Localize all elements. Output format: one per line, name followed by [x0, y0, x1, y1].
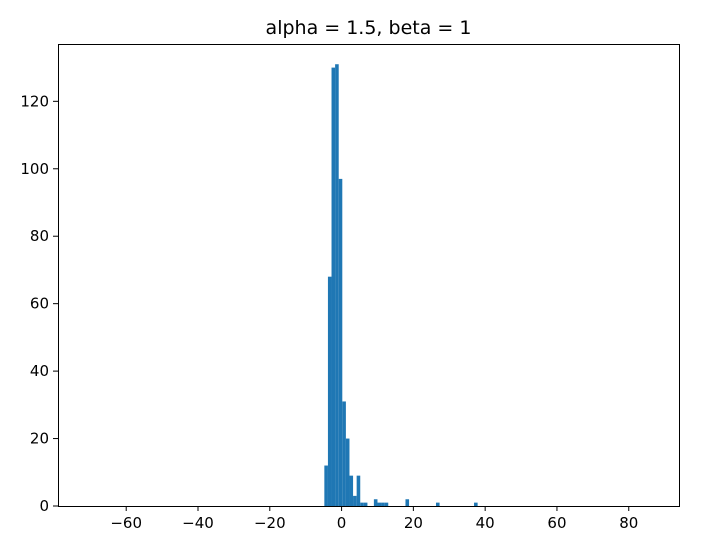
histogram-bar: [335, 64, 339, 506]
histogram-bar: [373, 499, 378, 506]
chart-title: alpha = 1.5, beta = 1: [266, 17, 472, 39]
histogram-bar: [349, 475, 354, 506]
histogram-bar: [331, 67, 336, 507]
histogram-bar: [435, 502, 440, 506]
x-axis: −60 −40 −20 0 20 40 60 80: [110, 506, 638, 532]
y-tick-label: 0: [39, 497, 49, 515]
x-tick-label: 80: [619, 514, 638, 532]
y-tick-label: 120: [20, 92, 49, 110]
histogram-bar: [338, 178, 343, 507]
plot-frame: [58, 44, 680, 507]
y-tick-label: 20: [30, 430, 49, 448]
y-tick-label: 80: [30, 227, 49, 245]
y-tick-label: 40: [30, 362, 49, 380]
x-tick-label: 0: [337, 514, 347, 532]
histogram-bar: [405, 499, 410, 506]
histogram-bar: [353, 495, 357, 506]
histogram-bar: [377, 502, 382, 506]
histogram-bar: [363, 502, 368, 506]
x-tick-label: 20: [404, 514, 423, 532]
x-tick-label: −20: [254, 514, 286, 532]
histogram-bar: [342, 401, 346, 506]
histogram-bar: [381, 502, 385, 506]
histogram-bar: [327, 276, 332, 506]
x-tick-label: −60: [110, 514, 142, 532]
y-axis: 0 20 40 60 80 100 120: [20, 92, 58, 515]
x-tick-label: 40: [476, 514, 495, 532]
y-tick-label: 60: [30, 295, 49, 313]
y-tick-label: 100: [20, 160, 49, 178]
x-tick-label: 60: [547, 514, 566, 532]
histogram-bar: [345, 438, 350, 506]
histogram-bar: [384, 502, 389, 506]
x-tick-label: −40: [182, 514, 214, 532]
histogram-bar: [356, 475, 361, 506]
histogram-bar: [360, 502, 364, 506]
histogram-bar: [474, 502, 478, 506]
histogram-bar: [324, 465, 328, 506]
bars-group: [324, 64, 478, 507]
